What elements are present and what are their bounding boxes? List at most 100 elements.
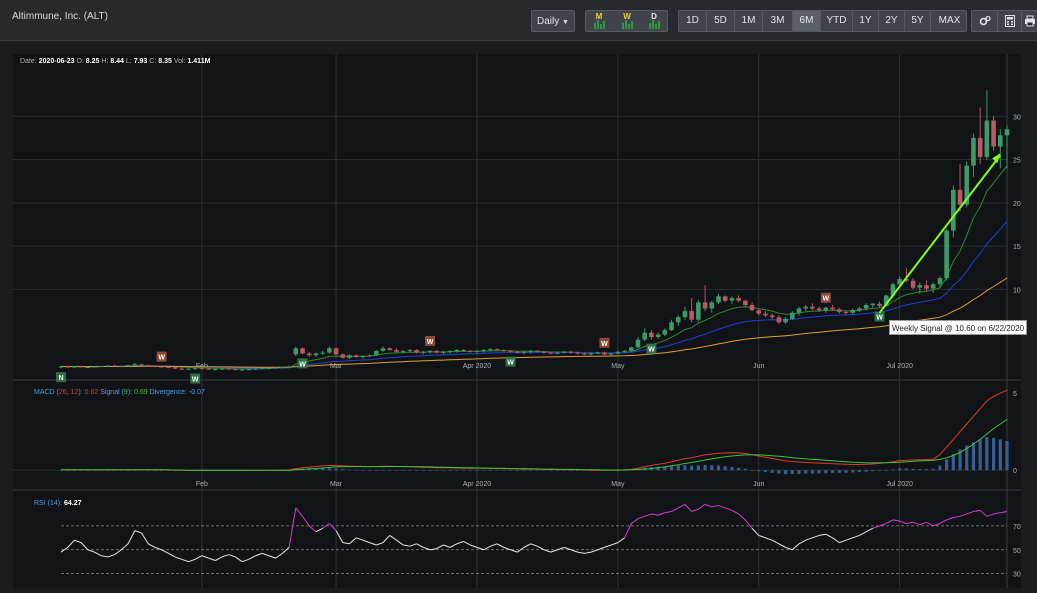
interval-dropdown[interactable]: Daily ▼ xyxy=(531,10,575,32)
rsi-line-segment xyxy=(215,556,223,561)
macd-histogram-bar xyxy=(790,470,794,474)
candle-body xyxy=(105,365,111,367)
rsi-line-segment xyxy=(476,546,484,551)
rsi-line-segment xyxy=(919,521,927,526)
rsi-line-segment xyxy=(832,537,840,544)
macd-histogram-bar xyxy=(830,470,835,474)
monthly-signal-button[interactable]: M xyxy=(588,12,610,30)
candle-body xyxy=(192,368,198,370)
rsi-line-segment xyxy=(678,503,686,509)
macd-histogram-bar xyxy=(911,468,915,471)
macd-histogram-bar xyxy=(576,470,580,471)
rsi-line-segment xyxy=(537,545,545,551)
range-button-ytd[interactable]: YTD xyxy=(821,11,853,31)
rsi-line-segment xyxy=(885,519,894,524)
rsi-line-segment xyxy=(416,543,424,548)
signal-suffix: ): xyxy=(127,389,133,396)
rsi-line-segment xyxy=(107,554,115,558)
range-button-1y[interactable]: 1Y xyxy=(853,11,879,31)
range-button-6m[interactable]: 6M xyxy=(793,11,821,31)
candle-body xyxy=(514,351,520,353)
price-tick-label: 20 xyxy=(1013,201,1021,208)
rsi-line-segment xyxy=(691,508,699,513)
macd-histogram-bar xyxy=(904,468,908,471)
rsi-line-segment xyxy=(725,507,733,511)
macd-histogram-bar xyxy=(334,468,338,471)
macd-histogram-bar xyxy=(529,470,533,471)
range-button-5y[interactable]: 5Y xyxy=(905,11,931,31)
candle-body xyxy=(997,135,1003,147)
macd-tick-label: 0 xyxy=(1013,468,1017,475)
range-button-2y[interactable]: 2Y xyxy=(879,11,905,31)
macd-value: 0.62 xyxy=(84,389,99,396)
x-tick-label: Jul 2020 xyxy=(886,363,913,370)
candle-body xyxy=(481,350,486,352)
macd-histogram-bar xyxy=(321,468,325,471)
rsi-tick-label: 30 xyxy=(1013,572,1021,579)
range-button-1d[interactable]: 1D xyxy=(679,11,707,31)
candle-body xyxy=(467,350,473,352)
candle-body xyxy=(642,332,648,340)
candle-body xyxy=(951,189,956,231)
macd-histogram-bar xyxy=(676,465,680,471)
candle-body xyxy=(380,348,386,351)
candle-body xyxy=(360,356,366,358)
candle-body xyxy=(434,350,440,353)
candle-body xyxy=(213,369,218,371)
macd-histogram-bar xyxy=(555,470,560,471)
rsi-line-segment xyxy=(664,511,672,514)
rsi-line-segment xyxy=(101,555,109,558)
candle-body xyxy=(347,355,352,358)
signal-marker-letter: W xyxy=(507,360,514,367)
print-button[interactable] xyxy=(1022,11,1037,31)
macd-histogram-bar xyxy=(696,465,700,471)
chart-area[interactable]: Feb Feb Mar Mar Apr 2020 Apr 2020 May May Jun Jun… xyxy=(13,54,1021,588)
rsi-line-segment xyxy=(147,543,156,548)
macd-histogram-bar xyxy=(837,470,841,473)
range-button-1m[interactable]: 1M xyxy=(735,11,763,31)
candle-body xyxy=(340,354,346,358)
range-button-3m[interactable]: 3M xyxy=(763,11,793,31)
candle-body xyxy=(186,368,191,370)
calculator-button[interactable] xyxy=(998,11,1022,31)
macd-histogram-bar xyxy=(314,468,318,471)
rsi-line-segment xyxy=(382,535,391,543)
macd-histogram-bar xyxy=(455,470,459,471)
macd-histogram-bar xyxy=(113,470,117,471)
macd-histogram-bar xyxy=(347,469,352,471)
range-button-max[interactable]: MAX xyxy=(938,15,961,26)
macd-histogram-bar xyxy=(877,470,882,471)
candle-body xyxy=(749,305,755,311)
range-button-5d[interactable]: 5D xyxy=(707,11,735,31)
candle-body xyxy=(266,367,272,369)
rsi-line-segment xyxy=(168,552,176,558)
signal-marker-box xyxy=(156,351,167,362)
candle-body xyxy=(139,364,144,366)
signal-marker-box xyxy=(56,372,66,383)
macd-slow: 12 xyxy=(70,389,79,396)
candle-body xyxy=(327,348,332,353)
signal-line xyxy=(61,418,1008,471)
macd-histogram-bar xyxy=(569,470,573,471)
ema-line-26 xyxy=(61,221,1008,369)
candle-body xyxy=(273,367,278,369)
rsi-line-segment xyxy=(208,557,216,561)
weekly-signal-button[interactable]: W xyxy=(616,12,638,30)
volume-label: Vol: xyxy=(173,58,186,65)
settings-button[interactable] xyxy=(972,11,998,31)
rsi-line-segment xyxy=(798,539,806,545)
rsi-line-segment xyxy=(879,523,887,527)
daily-signal-button[interactable]: D xyxy=(643,12,665,30)
rsi-readout: RSI (14): 64.27 xyxy=(34,500,82,507)
rsi-line-segment xyxy=(329,523,337,531)
macd-histogram-bar xyxy=(891,469,895,471)
divergence-label: Divergence: xyxy=(149,389,187,396)
candle-body xyxy=(944,230,949,279)
macd-fast: 26 xyxy=(58,389,67,396)
macd-histogram-bar xyxy=(361,470,365,471)
macd-histogram-bar xyxy=(998,439,1002,471)
rsi-line-segment xyxy=(161,549,169,554)
rsi-line-segment xyxy=(67,539,75,548)
macd-histogram-bar xyxy=(737,467,741,471)
